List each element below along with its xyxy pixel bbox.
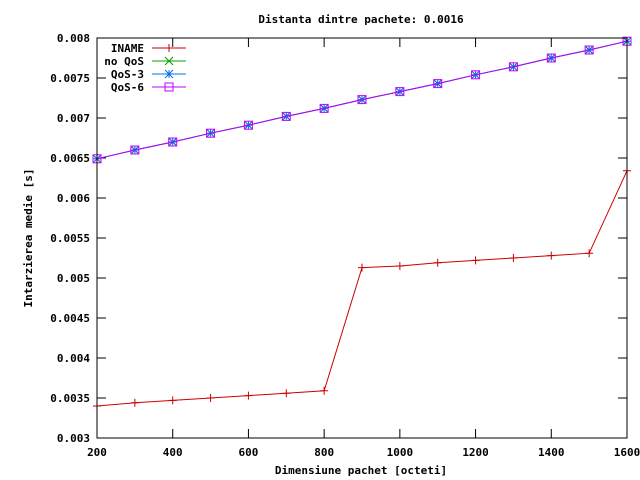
y-tick-label: 0.007 [57, 112, 90, 125]
plot-frame [96, 37, 628, 439]
y-tick-label: 0.0035 [50, 392, 90, 405]
x-tick-label: 1400 [538, 446, 565, 459]
data-point [319, 103, 329, 113]
data-point [206, 394, 215, 402]
y-tick-label: 0.006 [57, 192, 90, 205]
axis-ticks: 200 400 600 800 1000 1200 1400 1600 0.003 0.0035 0… [50, 32, 640, 459]
data-point [585, 249, 594, 258]
legend-entry: QoS-3 [111, 68, 186, 81]
legend-label: INAME [111, 42, 144, 55]
legend-entry: no QoS [104, 55, 186, 68]
data-point [395, 87, 405, 97]
x-tick-label: 1600 [614, 446, 640, 459]
series-line [96, 40, 628, 160]
y-tick-label: 0.0045 [50, 312, 90, 325]
data-point [168, 396, 177, 405]
data-point [395, 262, 404, 270]
data-point [509, 254, 518, 262]
legend-entry: INAME [111, 42, 186, 55]
series-iname [93, 166, 631, 410]
data-point [433, 79, 443, 89]
data-point [584, 45, 594, 55]
data-point [471, 256, 480, 265]
legend-marker [165, 44, 173, 52]
x-tick-label: 400 [163, 446, 183, 459]
y-tick-label: 0.0055 [50, 232, 90, 245]
data-point [471, 70, 481, 80]
y-tick-label: 0.0075 [50, 72, 90, 85]
x-tick-label: 800 [314, 446, 334, 459]
y-tick-label: 0.005 [57, 272, 90, 285]
legend-label: QoS-3 [111, 68, 144, 81]
x-axis-label: Dimensiune pachet [octeti] [275, 464, 447, 477]
data-point [433, 258, 442, 267]
series-qos-6 [92, 36, 632, 164]
x-tick-label: 1200 [462, 446, 489, 459]
x-tick-label: 600 [238, 446, 258, 459]
y-tick-label: 0.004 [57, 352, 90, 365]
x-tick-label: 1000 [387, 446, 414, 459]
data-point [547, 251, 556, 260]
legend-label: no QoS [104, 55, 144, 68]
y-axis-label: Intarzierea medie [s] [22, 168, 35, 307]
data-point [244, 391, 253, 400]
legend-label: QoS-6 [111, 81, 144, 94]
x-tick-label: 200 [87, 446, 107, 459]
data-point [508, 62, 518, 72]
series-line [96, 170, 628, 407]
legend-marker [164, 82, 174, 92]
data-point [130, 398, 139, 407]
legend-entry: QoS-6 [111, 81, 186, 94]
series-layer [92, 36, 632, 410]
data-point [206, 128, 216, 138]
data-point [357, 95, 367, 105]
data-point [282, 389, 291, 398]
legend-marker [164, 69, 174, 79]
chart-title: Distanta dintre pachete: 0.0016 [258, 13, 464, 26]
data-point [168, 137, 178, 147]
y-tick-label: 0.0065 [50, 152, 90, 165]
data-point [281, 111, 291, 121]
data-point [243, 120, 253, 130]
data-point [546, 53, 556, 63]
data-point [358, 263, 366, 272]
legend-marker [164, 56, 174, 66]
data-point [320, 386, 329, 395]
data-point [130, 145, 140, 155]
y-tick-label: 0.003 [57, 432, 90, 445]
y-tick-label: 0.008 [57, 32, 90, 45]
